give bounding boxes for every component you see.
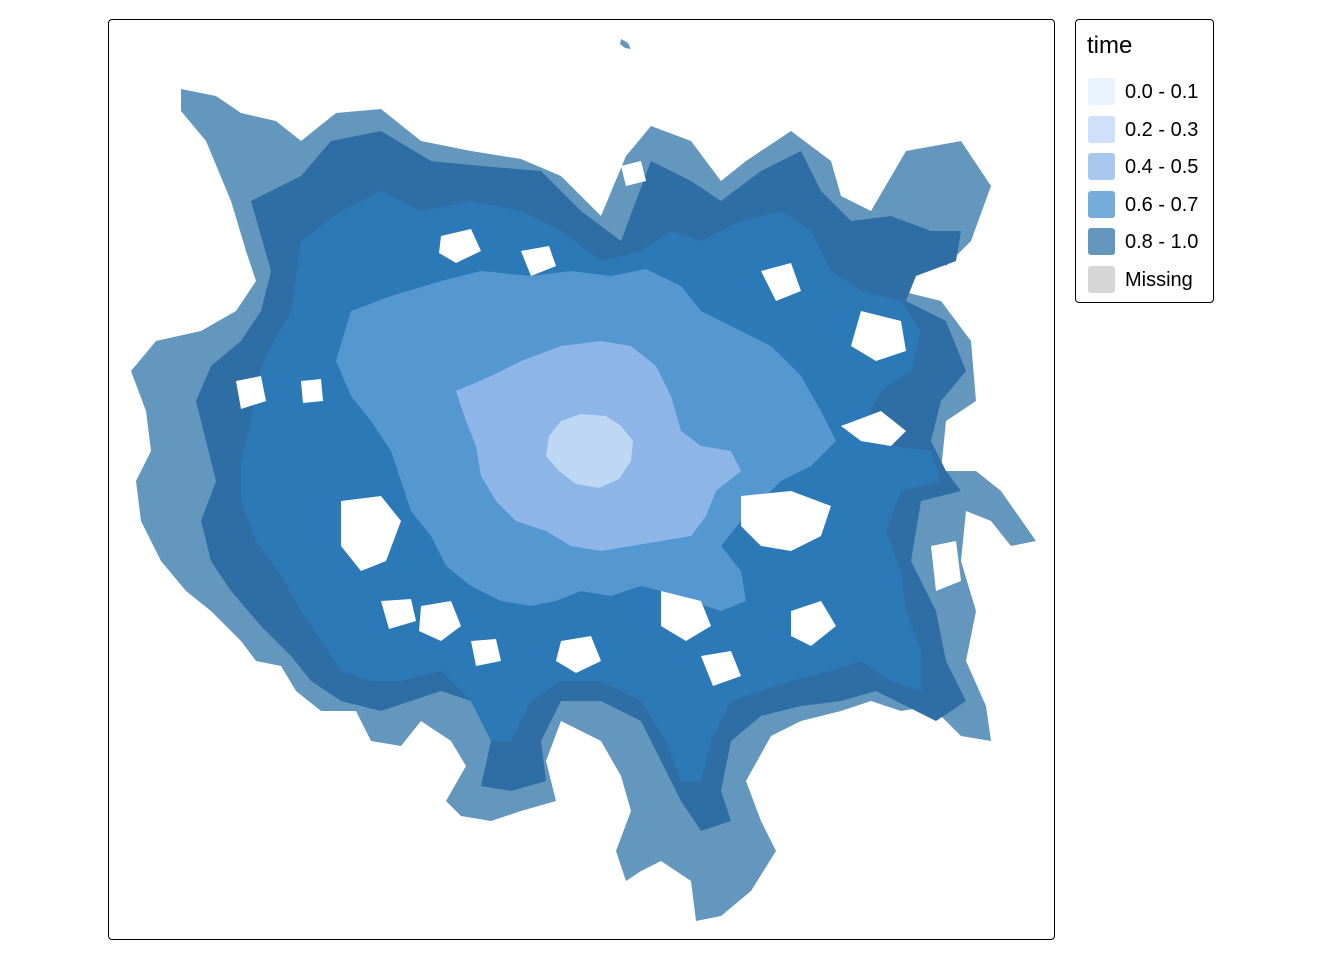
legend-item: Missing	[1088, 266, 1213, 294]
legend-label: 0.8 - 1.0	[1125, 231, 1199, 254]
legend-label: 0.2 - 0.3	[1125, 118, 1199, 141]
legend-label: Missing	[1125, 269, 1193, 291]
legend-swatch	[1088, 78, 1115, 105]
legend-swatch	[1088, 190, 1115, 218]
isolated-patch	[620, 39, 631, 49]
legend-label: 0.6 - 0.7	[1125, 193, 1199, 216]
legend-swatch	[1088, 153, 1115, 181]
legend-item: 0.4 - 0.5	[1088, 153, 1213, 181]
travel-time-zone-center	[546, 414, 633, 488]
isochrone-map	[131, 39, 1036, 921]
legend-item: 0.8 - 1.0	[1088, 228, 1213, 256]
legend-swatch	[1088, 115, 1115, 143]
legend-item: 0.0 - 0.1	[1088, 78, 1213, 106]
legend-swatch	[1088, 266, 1115, 293]
map-gaps	[236, 161, 961, 686]
legend-title: time	[1087, 32, 1133, 59]
map-panel	[108, 19, 1055, 940]
legend-label: 0.4 - 0.5	[1125, 156, 1199, 179]
legend-item: 0.2 - 0.3	[1088, 115, 1213, 144]
legend-item: 0.6 - 0.7	[1088, 190, 1213, 219]
map-legend: time 0.0 - 0.1 0.2 - 0.3 0.4 - 0.5 0.6 - 0.…	[1075, 19, 1214, 303]
legend-label: 0.0 - 0.1	[1125, 81, 1199, 103]
legend-swatch	[1088, 228, 1115, 256]
